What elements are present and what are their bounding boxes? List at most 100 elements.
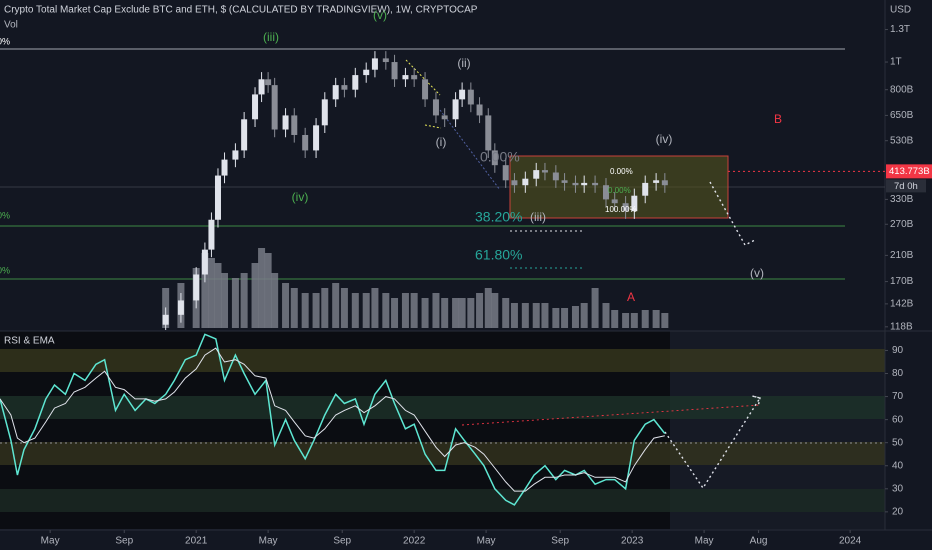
annotation: 61.80% [475, 247, 522, 263]
x-tick-label: 2024 [839, 536, 862, 547]
candle-body [511, 180, 518, 186]
candle-body [232, 150, 239, 160]
candle-body [177, 300, 184, 315]
x-tick-label: 2023 [621, 536, 644, 547]
volume-bar [391, 298, 399, 328]
annotation: (v) [750, 266, 764, 280]
annotation: 38.20% [475, 209, 522, 225]
annotation: (ii) [457, 56, 470, 70]
candle-body [522, 178, 529, 186]
y-tick-label: 1T [890, 57, 902, 68]
trend-dotted [439, 109, 501, 191]
candle-body [467, 89, 474, 105]
volume-bar [491, 293, 499, 328]
volume-bar [221, 273, 229, 328]
annotation: (i) [436, 135, 447, 149]
candle-body [382, 58, 389, 63]
axes: USD 1.3T 1T 800B 650B 530B 330B 270B 210B 170B 142… [41, 5, 932, 547]
rsi-band [0, 349, 885, 372]
candle-body [313, 125, 320, 151]
candle-body [485, 115, 492, 151]
annotation: 0.00% [480, 149, 520, 165]
y-tick-label: 800B [890, 84, 914, 95]
volume-bar [452, 298, 460, 328]
x-tick-label: May [477, 536, 496, 547]
volume-bar [432, 293, 440, 328]
x-tick-label: 2021 [185, 536, 208, 547]
y-tick-label: 650B [890, 110, 914, 121]
candle-body [653, 180, 660, 183]
y-tick-label: 270B [890, 219, 914, 230]
candle-body [552, 172, 559, 181]
volume-label: Vol [4, 20, 18, 31]
x-tick-label: Sep [333, 536, 351, 547]
volume-bar [410, 293, 418, 328]
volume-bar [251, 263, 259, 328]
candle-body [321, 99, 328, 126]
volume-bar [290, 288, 298, 328]
pane-title: RSI & EMA [4, 336, 55, 347]
x-tick-label: Sep [115, 536, 133, 547]
last-price-box [886, 164, 932, 179]
candle-body [581, 182, 588, 186]
annotation: 100.00% [605, 205, 637, 214]
volume-bar [467, 298, 475, 328]
countdown-label: 7d 0h [894, 181, 918, 192]
chart-title: Crypto Total Market Cap Exclude BTC and … [4, 5, 478, 16]
volume-bar [661, 313, 669, 328]
candle-body [502, 165, 509, 181]
volume-bar [541, 303, 549, 328]
volume-bar [591, 288, 599, 328]
candle-body [258, 79, 265, 95]
volume-bar [630, 313, 638, 328]
series-line [0, 347, 665, 492]
y-tick-label: 40 [892, 460, 904, 471]
volume-bar [580, 303, 588, 328]
y-tick-label: 30 [892, 483, 904, 494]
volume-bar [484, 288, 492, 328]
annotation: 0.00% [610, 167, 633, 176]
x-tick-label: May [695, 536, 714, 547]
volume-bar [271, 273, 279, 328]
candle-body [476, 104, 483, 116]
last-price-label: 413.773B [889, 166, 930, 177]
y-tick-label: 90 [892, 345, 904, 356]
x-tick-label: Aug [750, 536, 768, 547]
volume-bar [510, 303, 518, 328]
volume-bar [301, 293, 309, 328]
rsi-band [0, 489, 885, 512]
x-tick-label: 2022 [403, 536, 426, 547]
annotation: B [774, 112, 782, 126]
volume-bar [214, 263, 222, 328]
countdown-box [886, 179, 926, 193]
candle-body [452, 99, 459, 120]
volume-bar [622, 313, 630, 328]
candle-body [352, 75, 359, 90]
volume-bar [340, 288, 348, 328]
volume-bar [362, 293, 370, 328]
candle-body [459, 89, 466, 100]
volume-bar [421, 298, 429, 328]
volume-bar [282, 283, 290, 328]
rsi-pane-lines [0, 333, 666, 506]
volume-bar [652, 310, 660, 328]
candle-body [592, 182, 599, 186]
volume-bar [201, 253, 209, 328]
candle-body [533, 170, 540, 179]
volume-bar [371, 288, 379, 328]
candle-body [432, 99, 439, 116]
y-tick-label: 170B [890, 276, 914, 287]
annotation: (iii) [530, 210, 546, 224]
candle-body [622, 203, 629, 212]
candle-body [221, 159, 228, 176]
candle-body [271, 85, 278, 130]
candle-body [541, 170, 548, 173]
candle-body [252, 94, 259, 120]
candle-body [642, 182, 649, 196]
y-tick-label: 70 [892, 391, 904, 402]
y-tick-label: 330B [890, 194, 914, 205]
trend-dotted [405, 59, 441, 96]
candle-body [371, 58, 378, 70]
volume-bar [521, 303, 529, 328]
